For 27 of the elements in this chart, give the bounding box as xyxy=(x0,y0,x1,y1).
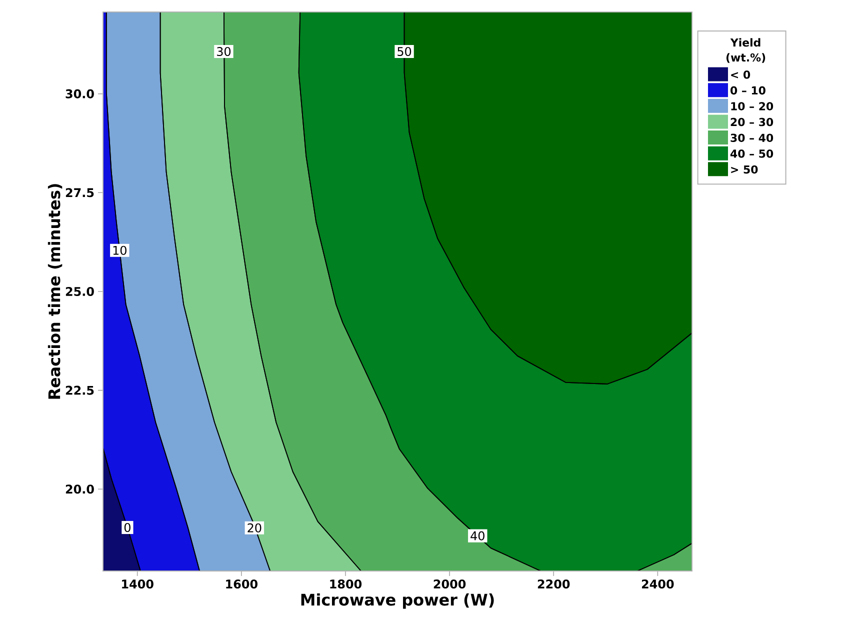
legend-label: 30 – 40 xyxy=(730,134,774,142)
x-tick-label: 1600 xyxy=(226,580,258,589)
legend-label: 20 – 30 xyxy=(730,118,774,126)
legend-label: < 0 xyxy=(731,70,750,79)
annotation: 0 xyxy=(124,522,130,532)
y-tick-label: 25.0 xyxy=(66,286,94,296)
annotation: 20 xyxy=(248,523,262,532)
legend-label: 40 – 50 xyxy=(730,150,774,158)
y-tick-label: 27.5 xyxy=(66,188,94,198)
y-axis-title: Reaction time (minutes) xyxy=(48,184,62,399)
x-tick-label: 2400 xyxy=(642,580,674,589)
annotation: 30 xyxy=(217,46,231,56)
annotation: 40 xyxy=(470,531,484,540)
legend-label: > 50 xyxy=(731,165,758,174)
legend-title: Yield (wt.%) xyxy=(726,38,766,63)
legend-label: 10 – 20 xyxy=(731,102,774,110)
x-tick-label: 1800 xyxy=(330,580,362,589)
x-tick-label: 2000 xyxy=(434,580,466,589)
legend-label: 0 – 10 xyxy=(730,86,766,95)
y-tick-label: 20.0 xyxy=(66,484,94,494)
annotation: 50 xyxy=(398,46,412,56)
y-tick-label: 30.0 xyxy=(66,89,94,98)
x-tick-label: 1400 xyxy=(122,580,154,589)
x-tick-label: 2200 xyxy=(538,580,570,589)
x-axis-title: Microwave power (W) xyxy=(301,593,494,609)
annotation: 10 xyxy=(113,246,126,255)
y-tick-label: 22.5 xyxy=(66,386,94,395)
